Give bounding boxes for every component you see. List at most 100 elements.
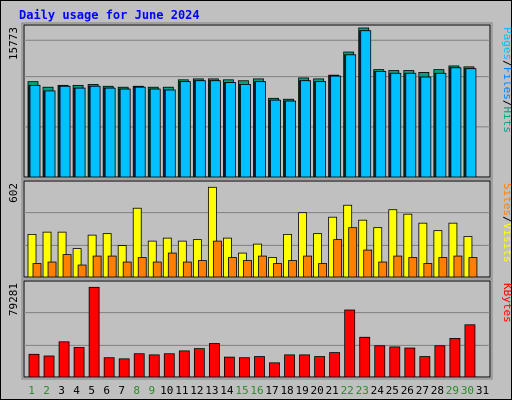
day-label: 21 bbox=[326, 384, 339, 397]
day-label: 25 bbox=[386, 384, 399, 397]
day-label: 3 bbox=[58, 384, 65, 397]
bar-pages bbox=[390, 72, 402, 178]
bar-visits bbox=[207, 186, 217, 278]
bar-pages bbox=[225, 82, 236, 178]
bar-kbytes bbox=[73, 347, 85, 378]
day-labels: 1 2 3 4 5 6 7 8 9 10 11 12 13 14 15 16 17 18 19 20 21 22 23 24 2… bbox=[28, 384, 489, 397]
bar-kbytes bbox=[224, 356, 235, 378]
day-label: 11 bbox=[175, 384, 188, 397]
bar-kbytes bbox=[193, 348, 205, 378]
bar-visits bbox=[388, 209, 398, 278]
bar-pages bbox=[74, 87, 86, 178]
day-label: 8 bbox=[133, 384, 140, 397]
bar-sites bbox=[47, 261, 57, 278]
day-label: 4 bbox=[73, 384, 80, 397]
bar-sites bbox=[62, 254, 72, 278]
day-label: 12 bbox=[190, 384, 203, 397]
chart-title: Daily usage for June 2024 bbox=[19, 8, 200, 22]
bar-pages bbox=[285, 100, 296, 178]
bar-kbytes bbox=[178, 350, 190, 378]
ymax-label: 15773 bbox=[7, 27, 20, 60]
bar-visits bbox=[117, 245, 127, 278]
bar-visits bbox=[418, 222, 428, 278]
bar-kbytes bbox=[419, 356, 431, 378]
bar-visits bbox=[403, 213, 413, 278]
bar-visits bbox=[298, 212, 307, 278]
bar-sites bbox=[363, 249, 373, 278]
bar-kbytes bbox=[434, 345, 446, 378]
bar-kbytes bbox=[284, 354, 295, 378]
bar-visits bbox=[283, 233, 292, 278]
bar-pages bbox=[164, 89, 176, 178]
bar-visits bbox=[358, 219, 368, 278]
bar-pages bbox=[330, 75, 342, 178]
bar-kbytes bbox=[299, 354, 310, 378]
bar-pages bbox=[315, 81, 327, 178]
bar-sites bbox=[318, 263, 328, 278]
bar-sites bbox=[408, 257, 418, 278]
bar-sites bbox=[152, 261, 162, 278]
bar-sites bbox=[393, 255, 403, 278]
bar-kbytes bbox=[269, 362, 280, 378]
bar-pages bbox=[209, 80, 221, 178]
bar-kbytes bbox=[208, 343, 220, 378]
day-label: 24 bbox=[371, 384, 385, 397]
legend-entry: KBytes bbox=[501, 283, 511, 323]
bar-pages bbox=[194, 80, 206, 178]
bar-pages bbox=[134, 86, 146, 178]
bar-sites bbox=[107, 255, 117, 278]
bar-kbytes bbox=[389, 346, 401, 378]
bar-pages bbox=[44, 90, 56, 178]
bar-sites bbox=[303, 255, 312, 278]
bar-kbytes bbox=[359, 336, 371, 378]
bar-pages bbox=[360, 30, 372, 178]
bar-pages bbox=[255, 81, 266, 178]
panel-kbytes: 79281 KBytes bbox=[7, 278, 511, 380]
bar-pages bbox=[59, 85, 71, 178]
bar-sites bbox=[167, 252, 177, 278]
bar-pages bbox=[270, 99, 281, 178]
bar-visits bbox=[132, 207, 142, 278]
day-label: 19 bbox=[295, 384, 308, 397]
legend-entry: Hits bbox=[501, 107, 511, 134]
day-label: 14 bbox=[220, 384, 234, 397]
legend-entry: / bbox=[501, 60, 511, 67]
bar-pages bbox=[179, 81, 191, 178]
bar-visits bbox=[448, 222, 458, 278]
day-label: 18 bbox=[280, 384, 293, 397]
panel-legend: KBytes bbox=[501, 283, 511, 323]
ymax-label: 79281 bbox=[7, 283, 20, 316]
bar-pages bbox=[420, 76, 432, 178]
bar-pages bbox=[345, 54, 357, 178]
bar-visits bbox=[313, 233, 323, 278]
day-label: 26 bbox=[401, 384, 414, 397]
panel-legend: Sites/Visits bbox=[501, 183, 511, 263]
day-label: 28 bbox=[431, 384, 444, 397]
legend-entry: / bbox=[501, 216, 511, 223]
bar-pages bbox=[119, 88, 131, 178]
bar-sites bbox=[288, 260, 297, 278]
bar-sites bbox=[243, 260, 252, 278]
bar-pages bbox=[104, 87, 116, 178]
bar-visits bbox=[147, 240, 157, 278]
bar-kbytes bbox=[404, 347, 416, 378]
day-label: 17 bbox=[265, 384, 278, 397]
bar-kbytes bbox=[118, 358, 130, 378]
panel-visits-sites: 602 Sites/Visits bbox=[7, 178, 511, 280]
bar-sites bbox=[32, 263, 42, 278]
bar-kbytes bbox=[344, 309, 356, 378]
day-label: 9 bbox=[148, 384, 155, 397]
bar-sites bbox=[122, 261, 132, 278]
day-label: 13 bbox=[205, 384, 218, 397]
day-label: 30 bbox=[461, 384, 474, 397]
bar-visits bbox=[102, 233, 112, 278]
day-label: 23 bbox=[356, 384, 369, 397]
day-label: 16 bbox=[250, 384, 263, 397]
bar-kbytes bbox=[464, 324, 476, 378]
bar-kbytes bbox=[43, 355, 55, 378]
bar-visits bbox=[177, 240, 187, 278]
legend-entry: Sites bbox=[501, 183, 511, 216]
day-label: 27 bbox=[416, 384, 429, 397]
